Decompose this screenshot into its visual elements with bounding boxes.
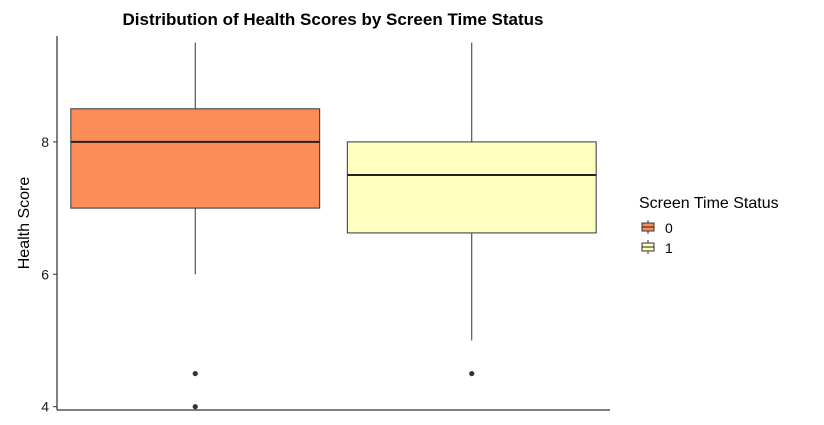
legend-key-1 (641, 240, 655, 254)
plot-area: 4 6 8 (41, 36, 610, 415)
y-tick-label: 8 (41, 134, 49, 150)
legend-label: 1 (665, 240, 673, 256)
legend-label: 0 (665, 220, 673, 236)
box (70, 108, 321, 209)
y-axis-title: Health Score (16, 177, 33, 270)
outlier-point (469, 370, 475, 377)
legend: Screen Time Status 0 1 (639, 195, 779, 256)
box-group-1 (346, 42, 597, 377)
box-group-0 (70, 42, 321, 410)
y-tick-label: 4 (41, 399, 49, 415)
chart-title: Distribution of Health Scores by Screen … (122, 10, 543, 29)
y-tick-label: 6 (41, 266, 49, 282)
outlier-point (192, 370, 198, 377)
outlier-point (192, 404, 198, 410)
legend-title: Screen Time Status (639, 195, 779, 212)
legend-key-0 (641, 220, 655, 234)
box (346, 141, 597, 234)
